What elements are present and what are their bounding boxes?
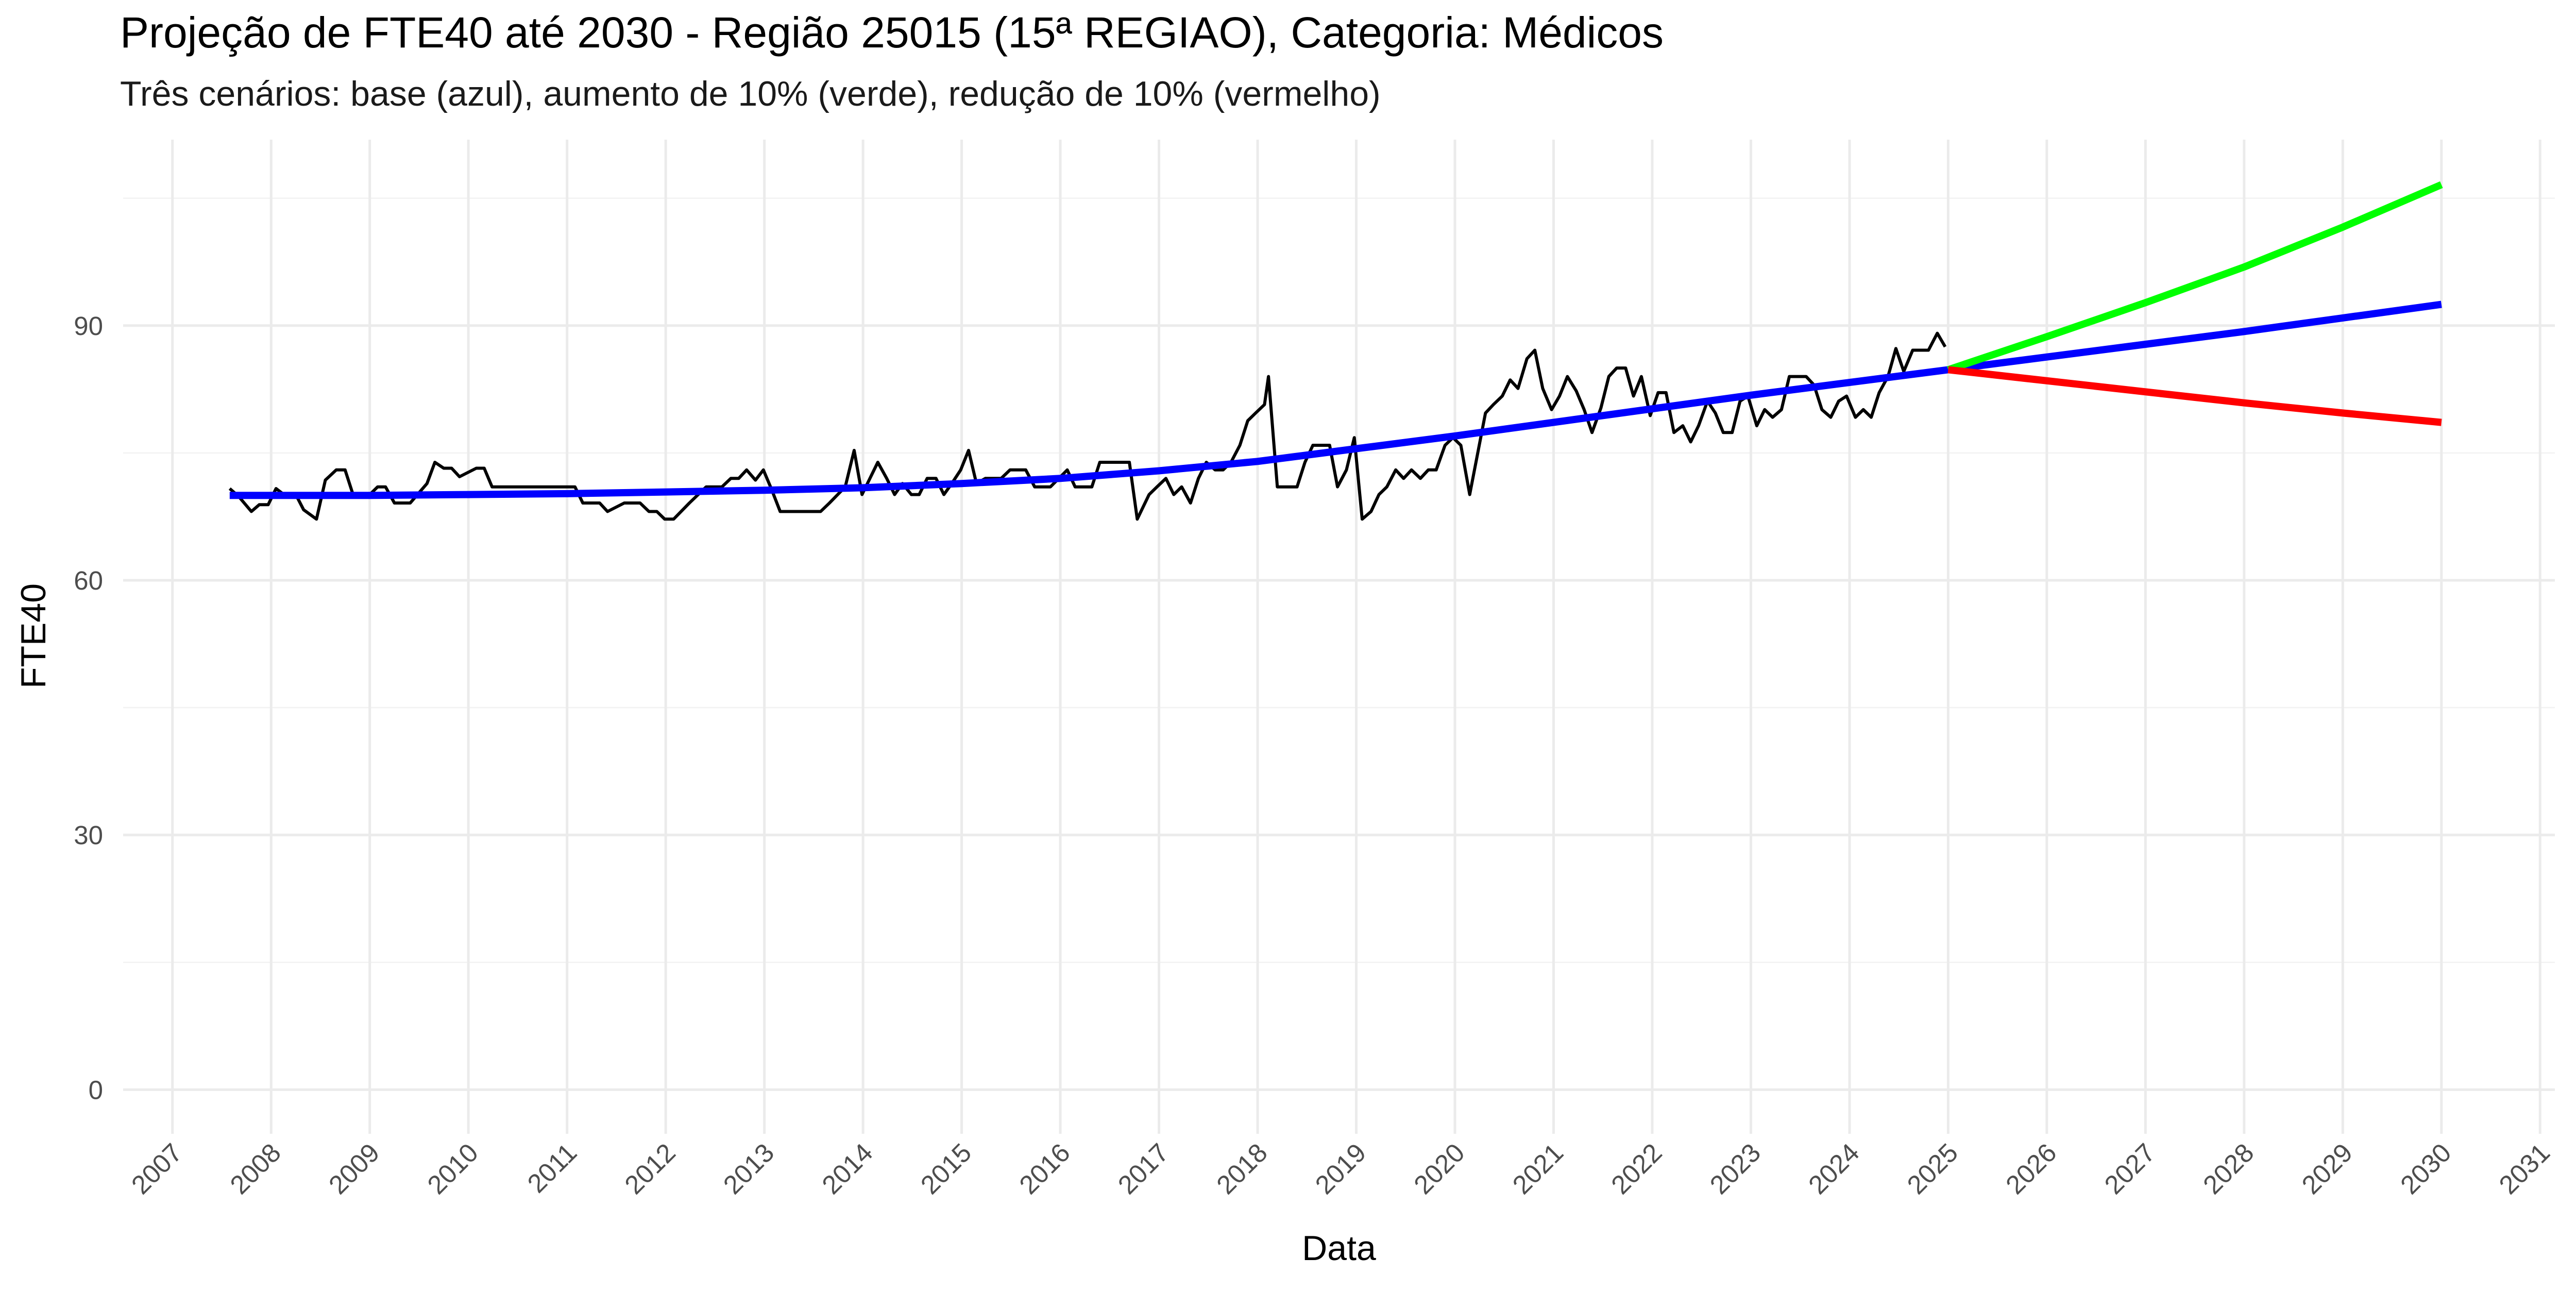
plot-lines [228, 181, 2443, 521]
y-axis-title: FTE40 [14, 583, 53, 689]
chart-subtitle: Três cenários: base (azul), aumento de 1… [120, 74, 1381, 113]
y-tick-label: 30 [74, 820, 103, 850]
grid [123, 140, 2555, 1134]
series-line [1947, 366, 2442, 426]
series-line [1947, 181, 2443, 374]
x-axis-title: Data [1302, 1229, 1376, 1268]
y-tick-label: 0 [89, 1075, 103, 1104]
y-tick-label: 90 [74, 311, 103, 341]
series-line [229, 300, 2442, 499]
y-tick-label: 60 [74, 566, 103, 595]
chart-title: Projeção de FTE40 até 2030 - Região 2501… [120, 8, 1664, 57]
